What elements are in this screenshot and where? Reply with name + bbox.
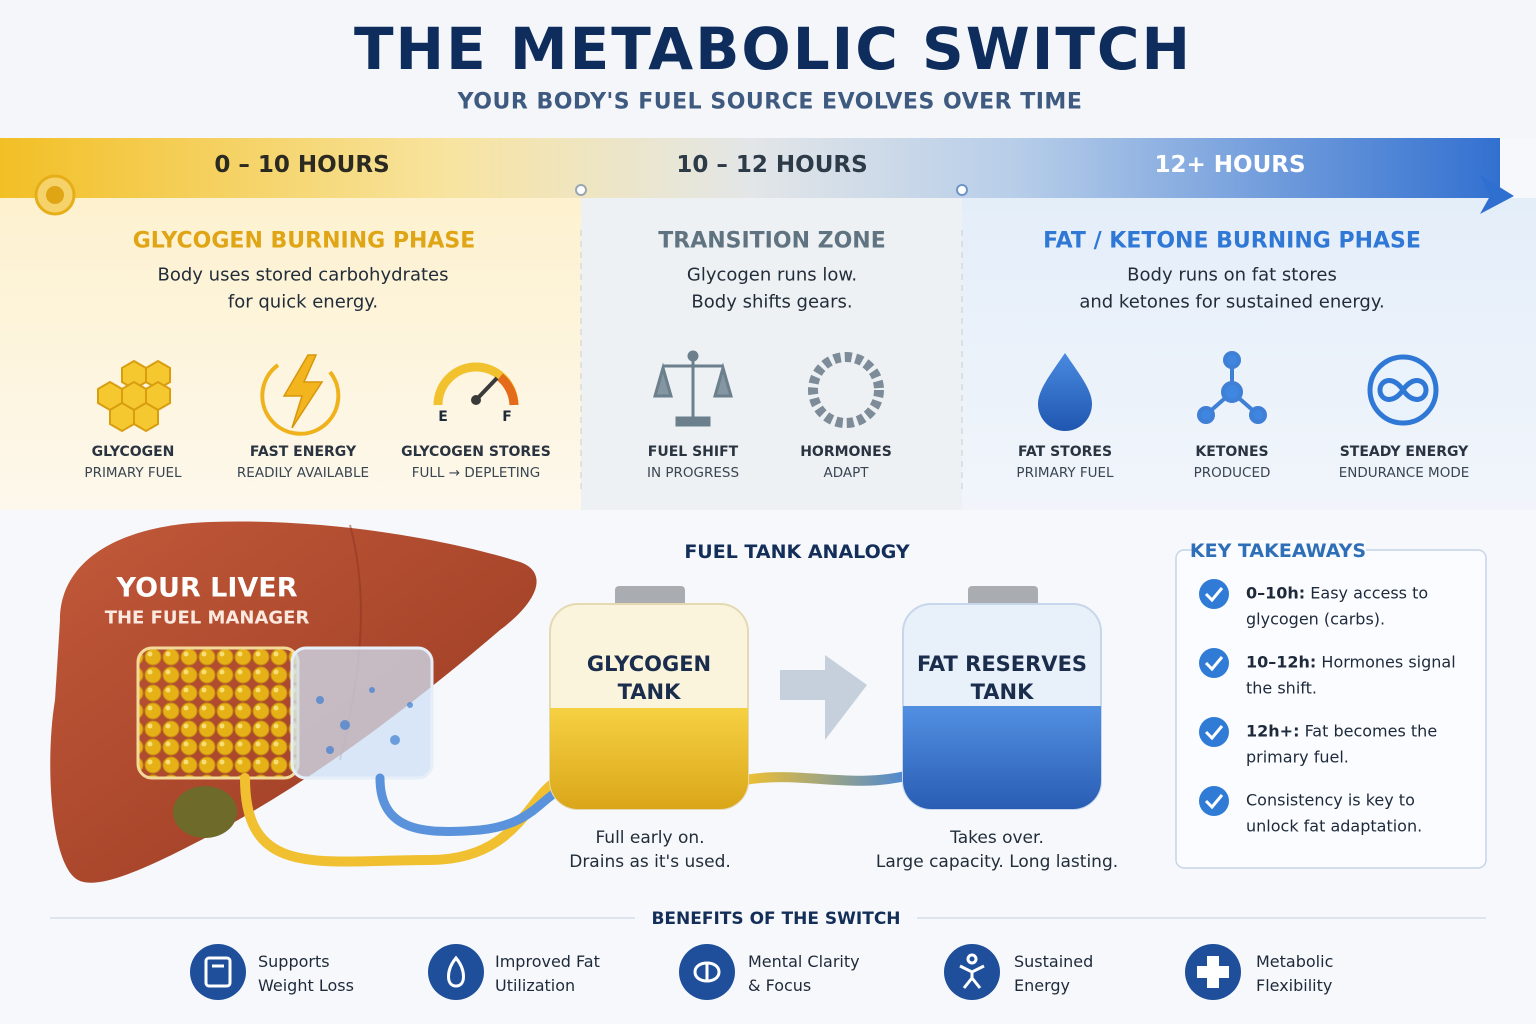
tank-label: GLYCOGEN — [586, 652, 712, 676]
tank-label: FAT RESERVES — [916, 652, 1088, 676]
phase-description: Body runs on fat stores — [1127, 264, 1337, 286]
tank-caption: Full early on. — [595, 828, 705, 848]
benefit-glyph-plus — [1197, 956, 1229, 988]
icon-sublabel: PRODUCED — [1193, 465, 1271, 481]
phase-description: Glycogen runs low. — [686, 264, 858, 286]
takeaway-line: 10–12h: Hormones signal — [1246, 653, 1456, 672]
title: THE METABOLIC SWITCH — [353, 15, 1193, 83]
benefit-label: Metabolic — [1256, 952, 1334, 971]
tank-label: TANK — [970, 680, 1034, 704]
takeaway-line: 12h+: Fat becomes the — [1246, 722, 1437, 741]
phase-range: 10 – 12 HOURS — [676, 152, 868, 178]
takeaway-lead: 10–12h: — [1246, 652, 1317, 672]
icon-infinity — [1367, 354, 1439, 426]
timeline-start-dot — [46, 186, 64, 204]
takeaway-text: Hormones signal — [1321, 652, 1456, 672]
tank-caption: Large capacity. Long lasting. — [875, 852, 1119, 872]
takeaway-lead: 0–10h: — [1246, 583, 1306, 603]
phase-title: FAT / KETONE BURNING PHASE — [1043, 228, 1421, 254]
phase-title: TRANSITION ZONE — [658, 228, 886, 254]
check-icons — [1199, 579, 1229, 816]
gauge-label: F — [502, 409, 512, 425]
icon-label: KETONES — [1195, 444, 1269, 460]
phase-panel — [581, 198, 962, 510]
takeaway-line: primary fuel. — [1246, 747, 1349, 767]
phase-title: GLYCOGEN BURNING PHASE — [132, 228, 476, 254]
icon-sublabel: ADAPT — [823, 465, 869, 481]
icon-lightning — [260, 354, 341, 436]
timeline-band — [0, 138, 1500, 198]
phase-description: and ketones for sustained energy. — [1079, 291, 1385, 313]
phase-range: 12+ HOURS — [1154, 152, 1306, 178]
takeaway-line: unlock fat adaptation. — [1246, 816, 1423, 836]
icon-sublabel: FULL → DEPLETING — [411, 465, 541, 481]
phase-description: Body shifts gears. — [691, 291, 853, 313]
subtitle: YOUR BODY'S FUEL SOURCE EVOLVES OVER TIM… — [457, 89, 1083, 115]
timeline-node — [956, 184, 968, 196]
takeaway-text: Easy access to — [1310, 583, 1429, 603]
icon-honeycomb — [97, 359, 171, 433]
icon-gauge — [433, 362, 519, 406]
benefit-label: Improved Fat — [495, 952, 600, 971]
icon-sublabel: PRIMARY FUEL — [1016, 465, 1114, 481]
liver-subtitle: THE FUEL MANAGER — [104, 607, 310, 629]
tank-caption: Takes over. — [950, 828, 1044, 848]
glycogen-tank — [549, 586, 749, 810]
phase-panel — [0, 198, 581, 510]
icon-sublabel: PRIMARY FUEL — [84, 465, 182, 481]
takeaway-line: glycogen (carbs). — [1246, 609, 1386, 629]
icon-sublabel: IN PROGRESS — [646, 465, 740, 481]
benefit-glyphs — [204, 953, 985, 989]
benefit-label: Sustained — [1014, 952, 1094, 971]
icon-label: FUEL SHIFT — [647, 444, 739, 460]
takeaways-title-bg — [1196, 540, 1366, 562]
benefits-title: BENEFITS OF THE SWITCH — [651, 909, 901, 929]
icon-scale — [653, 350, 733, 427]
benefit-label: Energy — [1014, 976, 1071, 995]
icon-label: HORMONES — [800, 444, 892, 460]
tank-caption: Drains as it's used. — [569, 852, 731, 872]
gauge-label: E — [438, 409, 448, 425]
liver — [50, 521, 565, 883]
phase-range: 0 – 10 HOURS — [214, 152, 390, 178]
icon-label: FAT STORES — [1017, 444, 1113, 460]
icon-sublabel: ENDURANCE MODE — [1338, 465, 1470, 481]
benefit-label: Mental Clarity — [748, 952, 860, 971]
icon-sublabel: READILY AVAILABLE — [236, 465, 370, 481]
phase-panel — [962, 198, 1536, 510]
icon-label: STEADY ENERGY — [1339, 444, 1469, 460]
takeaways-title: KEY TAKEAWAYS — [1189, 540, 1367, 562]
takeaway-text: Consistency is key to — [1246, 790, 1415, 810]
liver-title: YOUR LIVER — [116, 572, 298, 604]
timeline-arrow — [1480, 175, 1514, 214]
takeaway-lead: 12h+: — [1246, 721, 1300, 741]
benefit-label: Flexibility — [1256, 976, 1333, 995]
icon-label: FAST ENERGY — [249, 444, 357, 460]
benefit-label: Supports — [258, 952, 330, 971]
tank-tube — [740, 770, 915, 786]
takeaway-line: the shift. — [1246, 678, 1317, 698]
icon-label: GLYCOGEN — [91, 444, 175, 460]
icon-hormones — [808, 352, 884, 428]
icon-label: GLYCOGEN STORES — [401, 444, 551, 460]
check-marks — [1204, 587, 1224, 810]
fat-tank — [902, 586, 1102, 810]
icon-drop — [1038, 353, 1092, 431]
phase-description: for quick energy. — [227, 291, 379, 313]
benefit-label: Utilization — [495, 976, 576, 995]
phase-description: Body uses stored carbohydrates — [157, 264, 449, 286]
timeline-node — [575, 184, 587, 196]
benefit-label: & Focus — [748, 976, 812, 995]
icon-molecule — [1197, 351, 1267, 424]
takeaway-line: 0–10h: Easy access to — [1246, 584, 1428, 603]
analogy-title: FUEL TANK ANALOGY — [684, 541, 910, 563]
takeaway-line: Consistency is key to — [1246, 791, 1415, 810]
benefit-label: Weight Loss — [258, 976, 354, 995]
takeaway-text: Fat becomes the — [1304, 721, 1438, 741]
header-bg — [0, 0, 1536, 138]
tank-arrow — [780, 655, 867, 740]
tank-label: TANK — [617, 680, 681, 704]
